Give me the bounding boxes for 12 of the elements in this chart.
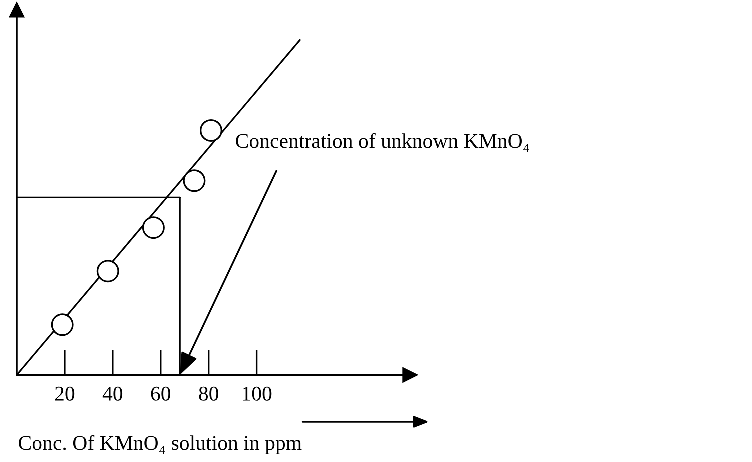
x-tick-label: 60: [151, 386, 171, 401]
point: [200, 119, 222, 142]
point: [51, 314, 74, 336]
x-tick-label: 80: [199, 386, 218, 401]
x-tick-label: 100: [243, 386, 272, 401]
x-tick-label: 20: [55, 386, 75, 401]
point: [96, 260, 120, 283]
point: [183, 170, 206, 192]
annotation: Concentration of unknown KMnO₄: [236, 133, 530, 152]
x-tick-label: 40: [102, 386, 123, 401]
point: [142, 216, 165, 240]
x-axis-title: Conc. Of KMnO₄ solution in ppm: [19, 435, 302, 454]
